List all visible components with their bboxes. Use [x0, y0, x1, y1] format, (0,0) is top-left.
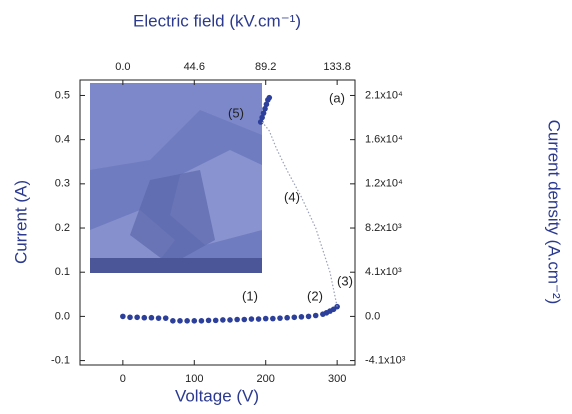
- y2-axis-title: Current density (A.cm⁻²): [545, 120, 564, 305]
- annotation: (2): [307, 288, 323, 303]
- x2-axis-title: Electric field (kV.cm⁻¹): [133, 11, 301, 30]
- y-tick-label: 0.4: [55, 134, 70, 146]
- x2-tick-label: 89.2: [255, 61, 276, 73]
- data-point: [205, 317, 212, 324]
- data-point: [284, 314, 290, 321]
- data-point: [312, 312, 319, 319]
- data-point: [241, 316, 248, 323]
- data-point: [257, 119, 264, 125]
- y2-tick-label: 2.1x10⁴: [365, 89, 403, 101]
- annotation: (a): [329, 90, 345, 105]
- y-tick-label: 0.3: [55, 178, 70, 190]
- data-point: [177, 318, 183, 324]
- data-point: [148, 314, 155, 321]
- data-point: [184, 318, 190, 324]
- y-tick-label: -0.1: [51, 354, 70, 366]
- inset-image: [90, 83, 262, 273]
- data-point: [120, 313, 126, 320]
- data-line: [261, 121, 338, 307]
- y-tick-label: 0.0: [55, 310, 70, 322]
- data-point: [234, 316, 240, 323]
- data-point: [263, 101, 270, 108]
- data-point: [255, 316, 262, 322]
- annotation: (3): [337, 273, 353, 288]
- data-point: [170, 318, 176, 324]
- annotation: (5): [228, 105, 244, 120]
- data-point: [334, 303, 340, 310]
- data-point: [191, 318, 198, 324]
- x2-tick-label: 133.8: [323, 61, 351, 73]
- y-tick-label: 0.2: [55, 222, 70, 234]
- x-tick-label: 100: [185, 373, 203, 385]
- data-point: [155, 315, 162, 321]
- data-point: [198, 318, 205, 324]
- y2-tick-label: 4.1x10³: [365, 266, 402, 278]
- y2-tick-label: 1.2x10⁴: [365, 178, 403, 190]
- annotation: (1): [242, 288, 258, 303]
- annotation: (4): [284, 189, 300, 204]
- data-point: [259, 114, 265, 121]
- data-point: [262, 315, 269, 322]
- x-axis-title: Voltage (V): [175, 386, 259, 405]
- data-point: [298, 314, 305, 320]
- y2-tick-label: -4.1x10³: [365, 354, 406, 366]
- y-tick-label: 0.1: [55, 266, 70, 278]
- data-point: [262, 105, 268, 112]
- data-point: [162, 315, 169, 321]
- y-axis-title: Current (A): [11, 180, 30, 264]
- x2-tick-label: 0.0: [115, 61, 130, 73]
- data-point: [248, 316, 255, 322]
- data-point: [127, 314, 133, 321]
- data-point: [134, 314, 140, 321]
- data-point: [220, 317, 226, 323]
- x-tick-label: 0: [120, 373, 126, 385]
- plot-frame: [79, 79, 356, 366]
- y-tick-label: 0.5: [55, 89, 70, 101]
- y2-tick-label: 8.2x10³: [365, 222, 402, 234]
- data-point: [212, 317, 219, 324]
- x-tick-label: 200: [257, 373, 275, 385]
- data-point: [141, 314, 148, 321]
- x-tick-label: 300: [328, 373, 346, 385]
- data-point: [227, 317, 233, 323]
- data-point: [277, 315, 283, 321]
- y2-tick-label: 1.6x10⁴: [365, 134, 403, 146]
- data-point: [260, 110, 267, 116]
- data-point: [270, 315, 276, 322]
- data-point: [291, 314, 298, 321]
- data-point: [305, 313, 312, 320]
- x2-tick-label: 44.6: [184, 61, 205, 73]
- data-point: [266, 94, 273, 101]
- y2-tick-label: 0.0: [365, 310, 380, 322]
